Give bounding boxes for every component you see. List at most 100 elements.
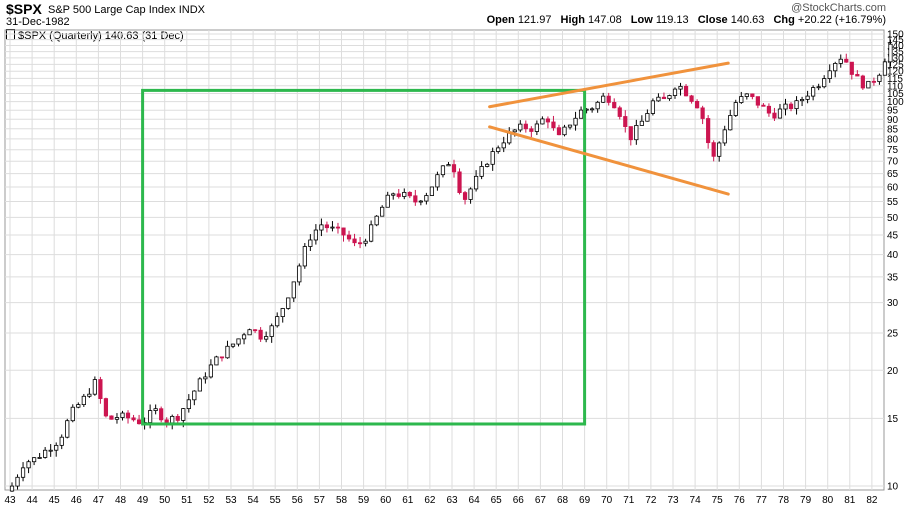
y-tick-label: 45 (887, 230, 899, 241)
candle-body (877, 74, 882, 82)
candle-body (98, 379, 103, 399)
y-tick-label: 120 (887, 67, 904, 78)
x-tick-label: 66 (513, 495, 525, 506)
x-tick-label: 63 (446, 495, 458, 506)
annotation-box (141, 88, 587, 426)
x-tick-label: 60 (380, 495, 392, 506)
candle-body (871, 80, 877, 83)
y-tick-label: 75 (887, 145, 899, 156)
candle-body (335, 226, 341, 229)
x-tick-label: 71 (623, 495, 635, 506)
candle-body (490, 151, 495, 165)
candle-body (236, 338, 241, 345)
candle-body (722, 129, 727, 144)
candle-body (346, 234, 352, 240)
y-tick-label: 60 (887, 182, 899, 193)
candle-body (501, 142, 506, 149)
candle-body (667, 95, 672, 100)
y-tick-label: 85 (887, 124, 899, 135)
candle-body (264, 336, 269, 340)
candle-body (252, 329, 258, 332)
candle-body (788, 103, 794, 110)
chg-label: Chg (773, 14, 795, 26)
x-tick-label: 54 (248, 495, 260, 506)
candle-body (363, 240, 368, 244)
candle-body (440, 165, 446, 176)
candle-body (512, 129, 517, 133)
x-tick-label: 56 (292, 495, 304, 506)
candle-body (192, 390, 197, 401)
candle-body (219, 356, 225, 359)
candle-body (37, 457, 42, 459)
x-tick-label: 73 (667, 495, 679, 506)
candle-body (882, 61, 888, 76)
candle-body (540, 118, 545, 125)
candle-body (650, 100, 656, 114)
candle-body (159, 408, 164, 421)
candle-body (739, 96, 744, 103)
candle-body (385, 194, 390, 208)
candle-body (700, 107, 705, 119)
x-tick-label: 52 (203, 495, 215, 506)
candle-body (148, 410, 153, 423)
y-tick-label: 55 (887, 197, 899, 208)
candle-body (855, 74, 860, 77)
y-tick-label: 150 (887, 30, 904, 41)
candle-body (623, 116, 628, 127)
candle-body (275, 316, 280, 327)
candle-body (9, 485, 15, 492)
candle-body (43, 449, 48, 458)
candle-body (766, 105, 772, 114)
candle-body (838, 58, 843, 64)
close-value: 140.63 (730, 14, 765, 26)
candle-body (32, 457, 37, 463)
high-value: 147.08 (588, 14, 622, 26)
candle-body (761, 104, 766, 107)
candle-body (551, 121, 556, 129)
y-tick-label: 145 (887, 35, 904, 46)
x-tick-label: 75 (712, 495, 724, 506)
y-tick-label: 35 (887, 272, 899, 283)
candle-body (556, 127, 562, 136)
candle-body (424, 195, 429, 202)
candle-body (496, 147, 501, 152)
x-tick-label: 72 (645, 495, 657, 506)
candle-body (451, 164, 457, 173)
y-tick-label: 140 (887, 41, 904, 52)
candle-body (816, 86, 821, 89)
candle-body (849, 61, 854, 75)
candle-body (313, 229, 318, 241)
candle-body (54, 444, 59, 451)
candle-body (672, 88, 678, 96)
x-tick-label: 53 (225, 495, 237, 506)
candle-body (230, 343, 236, 347)
candle-body (683, 85, 689, 97)
candle-body (269, 325, 274, 337)
y-tick-label: 50 (887, 213, 899, 224)
candle-body (396, 193, 401, 197)
candle-body (319, 224, 324, 231)
index-name: S&P 500 Large Cap Index INDX (48, 4, 205, 16)
y-tick-label: 110 (887, 81, 903, 92)
watermark: @StockCharts.com (791, 2, 886, 14)
x-tick-label: 57 (314, 495, 326, 506)
x-tick-label: 68 (557, 495, 569, 506)
candle-body (799, 98, 805, 102)
candle-body (352, 238, 357, 244)
candle-body (822, 78, 827, 88)
candle-body (473, 175, 479, 190)
x-tick-label: 49 (137, 495, 149, 506)
candle-body (291, 281, 296, 299)
candle-body (523, 123, 528, 130)
candle-body (601, 95, 606, 103)
candle-body (595, 101, 600, 110)
candle-body (186, 399, 191, 410)
candle-body (534, 123, 539, 132)
candle-body (827, 70, 832, 80)
y-tick-label: 15 (887, 414, 899, 425)
y-tick-label: 100 (887, 97, 904, 108)
candle-body (639, 120, 644, 126)
candle-body (247, 329, 252, 336)
y-tick-label: 20 (887, 366, 899, 377)
